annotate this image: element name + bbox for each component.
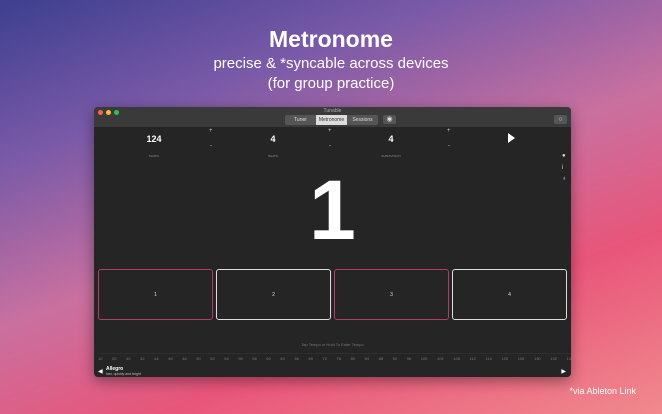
minimize-button[interactable] bbox=[106, 110, 111, 115]
hero-subtitle-2: (for group practice) bbox=[267, 75, 395, 92]
tempo-plus[interactable]: + bbox=[209, 128, 213, 134]
tempo-tick[interactable]: 46 bbox=[168, 356, 173, 361]
toolbar: Tunable Tuner Metronome Sessions ◉ ○ bbox=[94, 107, 571, 127]
tempo-tick[interactable]: 40 bbox=[126, 356, 131, 361]
subdivision-minus[interactable]: - bbox=[448, 143, 450, 149]
gear-icon: ○ bbox=[558, 116, 563, 123]
info-icon[interactable]: i bbox=[562, 165, 564, 171]
subdivision-value: 4 bbox=[388, 134, 394, 144]
subdivision-plus[interactable]: + bbox=[447, 128, 451, 134]
subdivision-control[interactable]: 4 SUBDIVISION bbox=[376, 134, 406, 162]
tempo-tick[interactable]: 20 bbox=[112, 356, 117, 361]
tempo-tick[interactable]: 50 bbox=[196, 356, 201, 361]
beat-pads: 1 2 3 4 bbox=[98, 269, 567, 320]
tempo-tick[interactable]: 66 bbox=[294, 356, 299, 361]
window-title: Tunable bbox=[323, 108, 342, 114]
marking-description: fast, quickly and bright bbox=[106, 372, 141, 376]
tempo-tick[interactable]: 13 bbox=[566, 356, 571, 361]
tempo-tick[interactable]: 132 bbox=[550, 356, 557, 361]
tempo-minus[interactable]: - bbox=[210, 143, 212, 149]
hero-subtitle: precise & *syncable across devices bbox=[213, 55, 449, 72]
tempo-tick[interactable]: 80 bbox=[350, 356, 356, 361]
tap-tempo-hint[interactable]: Tap Tempo or Hold To Enter Tempo bbox=[301, 342, 364, 347]
record-icon: ◉ bbox=[386, 116, 393, 123]
beats-label: BEATS bbox=[268, 154, 278, 158]
tempo-tick[interactable]: 116 bbox=[485, 356, 492, 361]
mode-tabs: Tuner Metronome Sessions bbox=[285, 115, 378, 125]
lightbulb-icon[interactable]: ♁ bbox=[562, 176, 567, 182]
subdivision-label: SUBDIVISION bbox=[381, 154, 401, 158]
beat-pad[interactable]: 1 bbox=[98, 269, 213, 320]
next-marking-icon[interactable]: ▶ bbox=[561, 369, 566, 375]
tempo-tick[interactable]: 108 bbox=[453, 356, 460, 361]
beats-value: 4 bbox=[270, 134, 276, 144]
beats-control[interactable]: 4 BEATS bbox=[258, 134, 288, 162]
sound-icon[interactable]: ● bbox=[562, 153, 566, 159]
beat-pad[interactable]: 2 bbox=[216, 269, 331, 320]
hero: Metronome precise & *syncable across dev… bbox=[0, 26, 662, 93]
beat-pad[interactable]: 3 bbox=[334, 269, 449, 320]
tempo-value: 124 bbox=[146, 134, 162, 144]
tempo-control[interactable]: 124 TEMPO bbox=[139, 134, 169, 162]
tempo-tick[interactable]: 54 bbox=[224, 356, 229, 361]
beats-plus[interactable]: + bbox=[328, 128, 332, 134]
tempo-tick[interactable]: 96 bbox=[406, 356, 412, 361]
tempo-scale[interactable]: 10 20 40 42 44 46 48 50 52 54 56 58 60 63 66 69 72 76 80 84… bbox=[98, 353, 571, 361]
tempo-tick[interactable]: 44 bbox=[154, 356, 159, 361]
hero-title: Metronome bbox=[269, 26, 393, 52]
tempo-tick[interactable]: 88 bbox=[378, 356, 384, 361]
tempo-tick[interactable]: 76 bbox=[336, 356, 341, 361]
app-window: Tunable Tuner Metronome Sessions ◉ ○ 124… bbox=[94, 107, 571, 377]
prev-marking-icon[interactable]: ◀ bbox=[98, 369, 103, 375]
zoom-button[interactable] bbox=[114, 110, 119, 115]
tempo-tick[interactable]: 104 bbox=[436, 356, 444, 361]
tempo-tick[interactable]: 92 bbox=[392, 356, 398, 361]
tempo-tick[interactable]: 130 bbox=[533, 356, 541, 361]
tempo-tick[interactable]: 42 bbox=[140, 356, 145, 361]
tempo-tick[interactable]: 48 bbox=[182, 356, 187, 361]
play-button[interactable] bbox=[508, 133, 515, 143]
tempo-tick[interactable]: 100 bbox=[420, 356, 428, 361]
marking-name: Allegro bbox=[106, 366, 124, 372]
footnote: *via Ableton Link bbox=[569, 386, 636, 396]
beats-minus[interactable]: - bbox=[329, 143, 331, 149]
tempo-tick[interactable]: 126 bbox=[517, 356, 525, 361]
tab-sessions[interactable]: Sessions bbox=[347, 115, 378, 125]
tempo-tick[interactable]: 72 bbox=[322, 356, 327, 361]
tempo-tick[interactable]: 60 bbox=[266, 356, 271, 361]
tempo-tick[interactable]: 10 bbox=[98, 356, 103, 361]
tempo-tick[interactable]: 56 bbox=[238, 356, 243, 361]
tab-metronome[interactable]: Metronome bbox=[316, 115, 347, 125]
link-button[interactable]: ◉ bbox=[383, 115, 396, 124]
tempo-tick[interactable]: 84 bbox=[364, 356, 370, 361]
beat-pad[interactable]: 4 bbox=[452, 269, 567, 320]
tempo-tick[interactable]: 52 bbox=[210, 356, 215, 361]
tempo-tick[interactable]: 120 bbox=[501, 356, 509, 361]
close-button[interactable] bbox=[98, 110, 103, 115]
settings-button[interactable]: ○ bbox=[554, 115, 567, 124]
tempo-tick[interactable]: 63 bbox=[280, 356, 285, 361]
current-beat: 1 bbox=[309, 163, 356, 257]
tempo-label: TEMPO bbox=[148, 154, 160, 158]
tab-tuner[interactable]: Tuner bbox=[285, 115, 316, 125]
tempo-tick[interactable]: 112 bbox=[469, 356, 476, 361]
tempo-tick[interactable]: 58 bbox=[252, 356, 257, 361]
tempo-tick[interactable]: 69 bbox=[308, 356, 313, 361]
